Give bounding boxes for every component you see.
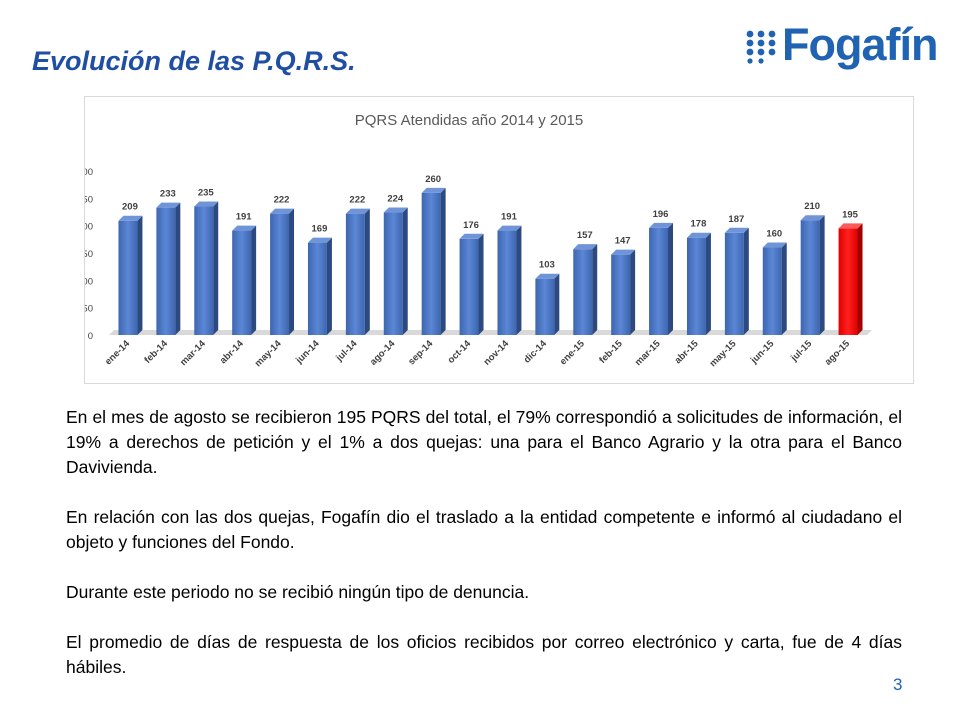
bar-jun-15: [762, 242, 787, 335]
data-label: 178: [691, 219, 707, 230]
paragraph: En el mes de agosto se recibieron 195 PQ…: [66, 407, 902, 477]
page-number: 3: [893, 675, 903, 694]
data-label: 235: [198, 188, 215, 199]
data-label: 160: [766, 229, 782, 240]
x-tick-label: sep-14: [406, 338, 436, 368]
x-tick-label: may-15: [708, 338, 739, 369]
x-tick-label: abr-15: [673, 338, 701, 366]
data-label: 176: [463, 220, 479, 231]
data-label: 233: [160, 189, 176, 200]
x-tick-label: mar-15: [633, 338, 663, 368]
data-label: 147: [615, 236, 631, 247]
bar-abr-15: [686, 232, 711, 335]
x-tick-label: feb-14: [142, 338, 170, 366]
y-tick-label: 300: [85, 167, 93, 178]
bar-sep-14: [421, 187, 446, 335]
x-tick-label: dic-14: [522, 338, 550, 366]
data-label: 222: [274, 195, 290, 206]
data-label: 191: [236, 212, 253, 223]
paragraph: El promedio de días de respuesta de los …: [66, 632, 902, 677]
logo-dots-icon: [746, 30, 776, 64]
x-tick-label: ene-15: [558, 338, 588, 368]
data-label: 260: [425, 174, 441, 185]
x-tick-label: mar-14: [178, 338, 208, 368]
fogafin-logo: Fogafín: [742, 20, 942, 76]
bar-ago-14: [383, 207, 408, 335]
y-tick-label: 100: [85, 276, 93, 287]
bar-ago-15: [838, 223, 863, 335]
data-label: 196: [653, 209, 669, 220]
bar-nov-14: [497, 225, 522, 335]
chart-bars: 209 233 235 191 222 169 222 224 260 176 191 103 157 1…: [118, 174, 863, 335]
body-text: En el mes de agosto se recibieron 195 PQ…: [66, 405, 902, 705]
data-label: 187: [728, 214, 744, 225]
bar-ene-14: [118, 215, 143, 335]
chart-floor: [109, 330, 872, 335]
y-tick-label: 0: [88, 331, 93, 342]
y-tick-label: 150: [85, 249, 93, 260]
x-tick-label: oct-14: [446, 338, 474, 366]
data-label: 191: [501, 212, 518, 223]
bar-jul-15: [800, 215, 825, 335]
bar-mar-14: [194, 201, 219, 335]
x-tick-label: nov-14: [482, 338, 512, 368]
x-tick-label: may-14: [253, 338, 284, 369]
bar-jul-14: [345, 208, 370, 335]
x-tick-label: feb-15: [597, 338, 625, 366]
data-label: 210: [804, 201, 820, 212]
data-label: 195: [842, 209, 859, 220]
logo-text: Fogafín: [782, 19, 938, 70]
y-tick-label: 250: [85, 194, 93, 205]
bar-dic-14: [535, 273, 560, 335]
data-label: 157: [577, 230, 593, 241]
paragraph: Durante este periodo no se recibió ningú…: [66, 582, 530, 602]
bar-ene-15: [573, 244, 598, 335]
page-title: Evolución de las P.Q.R.S.: [32, 46, 356, 76]
bar-oct-14: [459, 233, 484, 335]
x-tick-label: jun-15: [748, 338, 777, 367]
chart-container: PQRS Atendidas año 2014 y 2015 0 50 100 150…: [84, 96, 914, 384]
bar-jun-14: [307, 237, 332, 335]
bar-abr-14: [232, 225, 257, 335]
chart-title: PQRS Atendidas año 2014 y 2015: [355, 112, 584, 129]
data-label: 209: [122, 202, 138, 213]
x-tick-label: abr-14: [218, 338, 246, 366]
y-tick-label: 50: [85, 304, 93, 315]
data-label: 169: [312, 224, 328, 235]
x-tick-label: jul-14: [333, 338, 360, 365]
paragraph: En relación con las dos quejas, Fogafín …: [66, 507, 902, 552]
x-tick-label: jun-14: [293, 338, 322, 367]
bar-mar-15: [649, 222, 674, 335]
x-tick-label: ago-15: [823, 338, 853, 368]
bar-chart: PQRS Atendidas año 2014 y 2015 0 50 100 150…: [85, 112, 872, 369]
x-tick-label: ene-14: [103, 338, 133, 368]
bar-feb-14: [156, 202, 181, 335]
data-label: 103: [539, 260, 555, 271]
y-tick-label: 200: [85, 222, 93, 233]
x-tick-label: ago-14: [368, 338, 398, 368]
data-label: 224: [387, 194, 404, 205]
bar-may-14: [270, 208, 295, 335]
x-tick-label: jul-15: [788, 338, 815, 365]
bar-may-15: [724, 227, 749, 335]
data-label: 222: [349, 195, 365, 206]
bar-feb-15: [611, 249, 636, 335]
